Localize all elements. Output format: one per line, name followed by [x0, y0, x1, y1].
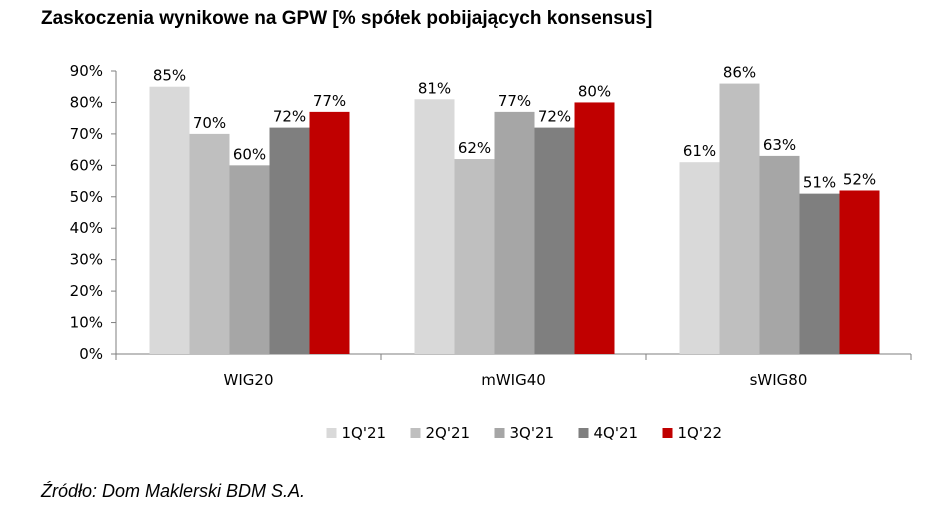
data-label: 61% [683, 142, 716, 160]
legend-label: 2Q'21 [426, 424, 471, 442]
bar [679, 162, 720, 354]
x-category-label: WIG20 [224, 371, 274, 389]
bar [799, 193, 840, 354]
data-label: 51% [803, 174, 836, 192]
y-tick-label: 0% [79, 345, 103, 363]
legend-label: 3Q'21 [510, 424, 555, 442]
bar [534, 127, 575, 354]
data-label: 52% [843, 170, 876, 188]
data-label: 77% [313, 92, 346, 110]
bar [719, 83, 760, 355]
chart-title: Zaskoczenia wynikowe na GPW [% spółek po… [41, 8, 653, 29]
data-label: 62% [458, 139, 491, 157]
data-label: 80% [578, 82, 611, 100]
data-label: 85% [153, 67, 186, 85]
legend-swatch [578, 428, 589, 438]
chart-bars [149, 83, 880, 355]
y-tick-label: 30% [70, 251, 103, 269]
data-label: 63% [763, 136, 796, 154]
bar [149, 86, 190, 354]
legend-swatch [326, 428, 337, 438]
data-label: 60% [233, 145, 266, 163]
data-label: 70% [193, 114, 226, 132]
legend-label: 4Q'21 [594, 424, 639, 442]
legend-swatch [662, 428, 673, 438]
source-note: Źródło: Dom Maklerski BDM S.A. [41, 481, 306, 501]
y-tick-label: 50% [70, 188, 103, 206]
x-category-label: sWIG80 [750, 371, 808, 389]
y-tick-label: 90% [70, 62, 103, 80]
y-tick-label: 80% [70, 93, 103, 111]
x-category-label: mWIG40 [481, 371, 546, 389]
data-label: 72% [273, 108, 306, 126]
bar [839, 190, 880, 354]
bar [494, 111, 535, 354]
bar [269, 127, 310, 354]
chart-data-labels: 85% 70% 60% 72% 77% 81% 62% 77% 72% 80% 61% 86% 63% 5… [153, 64, 876, 192]
y-tick-label: 40% [70, 219, 103, 237]
y-tick-label: 60% [70, 156, 103, 174]
bar [574, 102, 615, 354]
data-label: 77% [498, 92, 531, 110]
legend-label: 1Q'22 [678, 424, 723, 442]
legend-label: 1Q'21 [342, 424, 387, 442]
bar [759, 155, 800, 354]
data-label: 86% [723, 64, 756, 82]
bar [309, 111, 350, 354]
data-label: 72% [538, 108, 571, 126]
bar [189, 133, 230, 354]
chart-axes: 0% 10% 20% 30% 40% 50% 60% 70% 80% 90% WIG20 mWIG40… [70, 62, 912, 389]
bar [414, 99, 455, 354]
bar [454, 159, 495, 354]
data-label: 81% [418, 79, 451, 97]
legend-swatch [494, 428, 505, 438]
legend-swatch [410, 428, 421, 438]
chart-legend: 1Q'21 2Q'21 3Q'21 4Q'21 1Q'22 [326, 424, 723, 442]
y-tick-label: 20% [70, 282, 103, 300]
bar [229, 165, 270, 354]
y-tick-label: 70% [70, 125, 103, 143]
y-tick-label: 10% [70, 314, 103, 332]
